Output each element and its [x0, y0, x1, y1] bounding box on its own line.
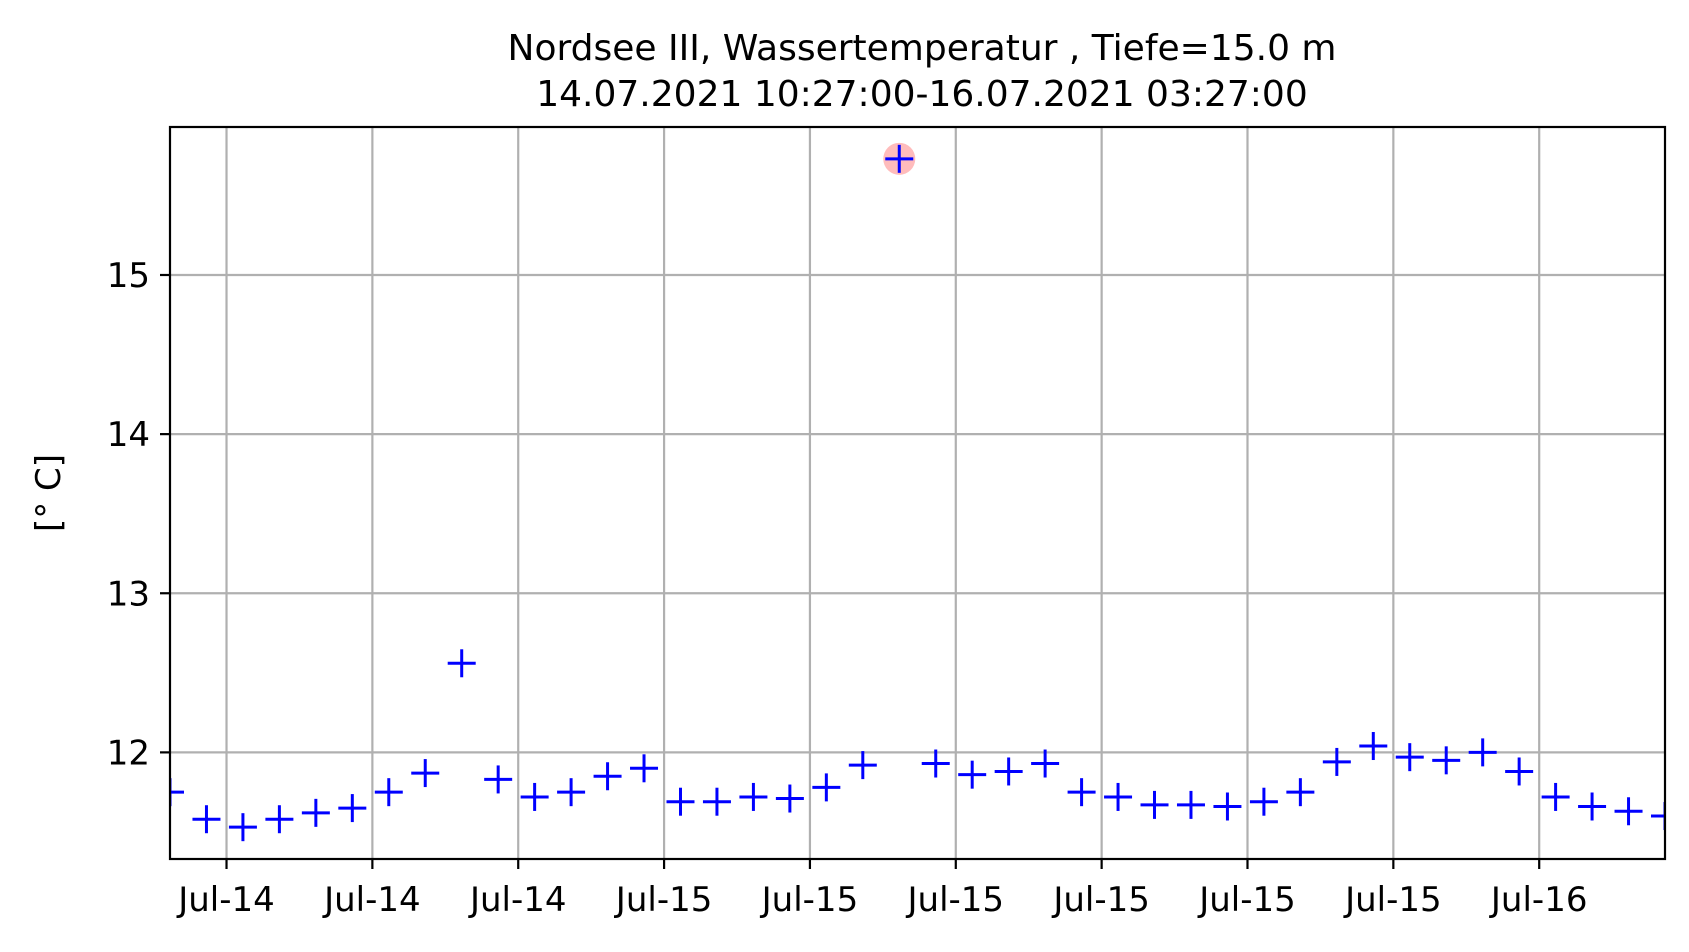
data-point	[1651, 802, 1665, 831]
x-tick-label: Jul-15	[1343, 880, 1442, 920]
data-point	[1213, 792, 1242, 821]
data-points	[170, 142, 1665, 842]
data-point	[994, 757, 1023, 786]
data-point	[1541, 782, 1570, 811]
x-tick-label: Jul-14	[468, 880, 567, 920]
data-point	[265, 805, 294, 834]
data-point	[338, 794, 367, 823]
x-tick-label: Jul-15	[614, 880, 713, 920]
data-point	[593, 762, 622, 791]
data-point	[1395, 743, 1424, 772]
data-point	[885, 144, 914, 173]
data-point	[848, 751, 877, 780]
data-point	[192, 805, 221, 834]
data-point	[1286, 778, 1315, 807]
data-point	[301, 798, 330, 827]
grid-lines	[170, 127, 1665, 859]
data-point	[775, 784, 804, 813]
x-tick-label: Jul-15	[760, 880, 859, 920]
x-tick-label: Jul-15	[1051, 880, 1150, 920]
data-point	[666, 787, 695, 816]
data-point	[447, 649, 476, 678]
x-tick-label: Jul-14	[176, 880, 275, 920]
data-point	[170, 778, 184, 807]
chart-subtitle: 14.07.2021 10:27:00-16.07.2021 03:27:00	[536, 74, 1308, 115]
data-point	[1104, 782, 1133, 811]
data-point	[921, 749, 950, 778]
plot-frame	[168, 125, 1667, 861]
data-point	[1505, 757, 1534, 786]
data-point	[1140, 790, 1169, 819]
x-tick-label: Jul-15	[1197, 880, 1296, 920]
data-point	[702, 787, 731, 816]
data-point	[739, 782, 768, 811]
data-point	[1031, 749, 1060, 778]
data-point	[630, 754, 659, 783]
data-point	[958, 760, 987, 789]
y-tick-label: 15	[107, 256, 150, 296]
data-point	[520, 782, 549, 811]
x-tick-label: Jul-15	[906, 880, 1005, 920]
y-axis-label: [° C]	[29, 454, 69, 532]
data-point	[1067, 778, 1096, 807]
data-point	[228, 813, 257, 842]
data-point	[1432, 746, 1461, 775]
data-point	[557, 778, 586, 807]
chart-title: Nordsee III, Wassertemperatur , Tiefe=15…	[508, 28, 1337, 69]
data-point	[812, 773, 841, 802]
x-tick-label: Jul-16	[1489, 880, 1588, 920]
data-point	[1468, 738, 1497, 767]
data-point	[1359, 732, 1388, 761]
x-tick-label: Jul-14	[322, 880, 421, 920]
data-point	[411, 759, 440, 788]
data-point	[1578, 792, 1607, 821]
data-point	[484, 765, 513, 794]
y-tick-label: 12	[107, 733, 150, 773]
data-point	[1614, 797, 1643, 826]
y-tick-label: 14	[107, 415, 150, 455]
data-point	[1176, 790, 1205, 819]
data-point	[1322, 747, 1351, 776]
data-point	[374, 778, 403, 807]
y-tick-label: 13	[107, 574, 150, 614]
axis-ticks: Jul-14 Jul-14 Jul-14 Jul-15 Jul-15 Jul-15 Jul-…	[107, 256, 1588, 920]
data-point	[1249, 787, 1278, 816]
